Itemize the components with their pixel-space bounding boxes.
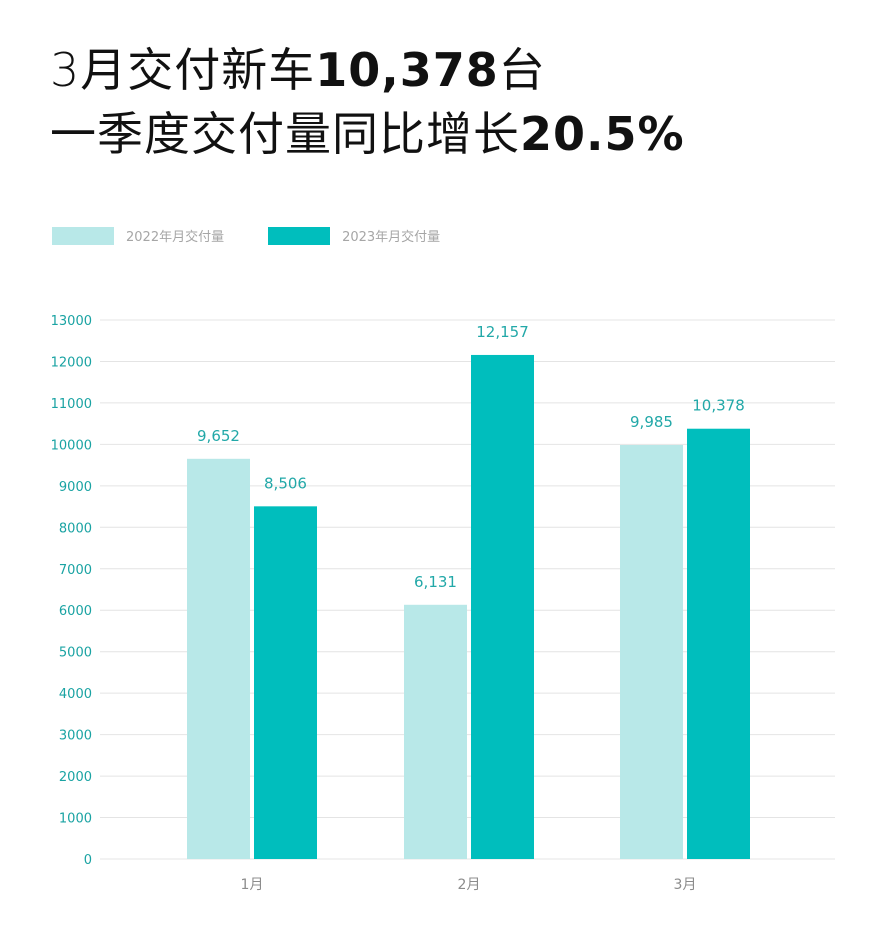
headline-line-2-prefix: 一季度交付量同比增长 [50,107,520,161]
y-tick-label: 0 [84,853,92,868]
headline-line-1: 3月交付新车10,378台 [50,38,685,102]
y-tick-label: 3000 [59,729,92,744]
bar-2022 [620,445,683,859]
headline: 3月交付新车10,378台 一季度交付量同比增长20.5% [50,38,685,166]
headline-line-2: 一季度交付量同比增长20.5% [50,102,685,166]
y-tick-label: 11000 [51,397,92,412]
legend-item-2022: 2022年月交付量 [52,226,224,245]
y-tick-label: 12000 [51,355,92,370]
headline-line-1-prefix: 3月交付新车 [50,43,316,97]
y-tick-label: 6000 [59,604,92,619]
legend-label-2023: 2023年月交付量 [342,230,441,245]
data-label: 6,131 [414,573,457,591]
data-label: 8,506 [264,474,307,492]
x-tick-label: 2月 [458,877,481,893]
y-tick-label: 4000 [59,687,92,702]
y-tick-label: 9000 [59,480,92,495]
legend-item-2023: 2023年月交付量 [268,226,440,245]
bar-2023 [687,428,750,859]
headline-line-1-suffix: 台 [498,43,546,97]
x-tick-label: 3月 [674,877,697,893]
y-tick-label: 1000 [59,812,92,827]
data-label: 9,652 [197,427,240,445]
data-label: 10,378 [692,397,745,415]
bar-2022 [404,604,467,859]
data-label: 9,985 [630,413,673,431]
y-tick-label: 10000 [51,438,92,453]
y-tick-label: 2000 [59,770,92,785]
y-tick-label: 5000 [59,646,92,661]
bar-2023 [254,506,317,859]
chart-legend: 2022年月交付量 2023年月交付量 [52,226,484,245]
y-tick-label: 8000 [59,521,92,536]
y-tick-label: 13000 [51,314,92,329]
legend-swatch-2022 [52,226,114,245]
x-tick-label: 1月 [241,877,264,893]
legend-label-2022: 2022年月交付量 [126,230,225,245]
headline-line-2-number: 20.5% [520,107,685,161]
bar-2022 [187,458,250,859]
legend-swatch-2023 [268,226,331,245]
y-tick-label: 7000 [59,563,92,578]
data-label: 12,157 [476,323,529,341]
bar-2023 [471,354,534,859]
headline-line-1-number: 10,378 [315,43,499,97]
